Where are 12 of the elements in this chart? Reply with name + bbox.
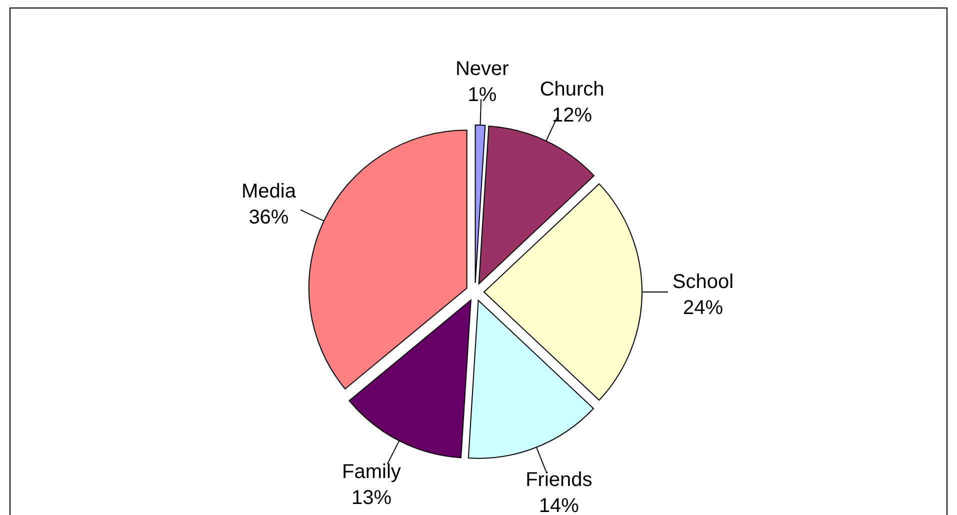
slice-label: Media [241, 180, 297, 202]
slice-label: Family [342, 460, 401, 483]
slice-label: Church [540, 78, 604, 100]
data-label: 13% [351, 486, 392, 509]
data-label: 36% [248, 206, 289, 228]
data-label: 24% [682, 297, 724, 319]
slice-label: Never [455, 58, 510, 80]
data-label: 12% [552, 104, 592, 126]
data-label: 14% [538, 495, 580, 515]
data-label: 1% [468, 84, 497, 106]
slice-label: School [672, 271, 734, 293]
slice-label: Friends [526, 469, 592, 492]
